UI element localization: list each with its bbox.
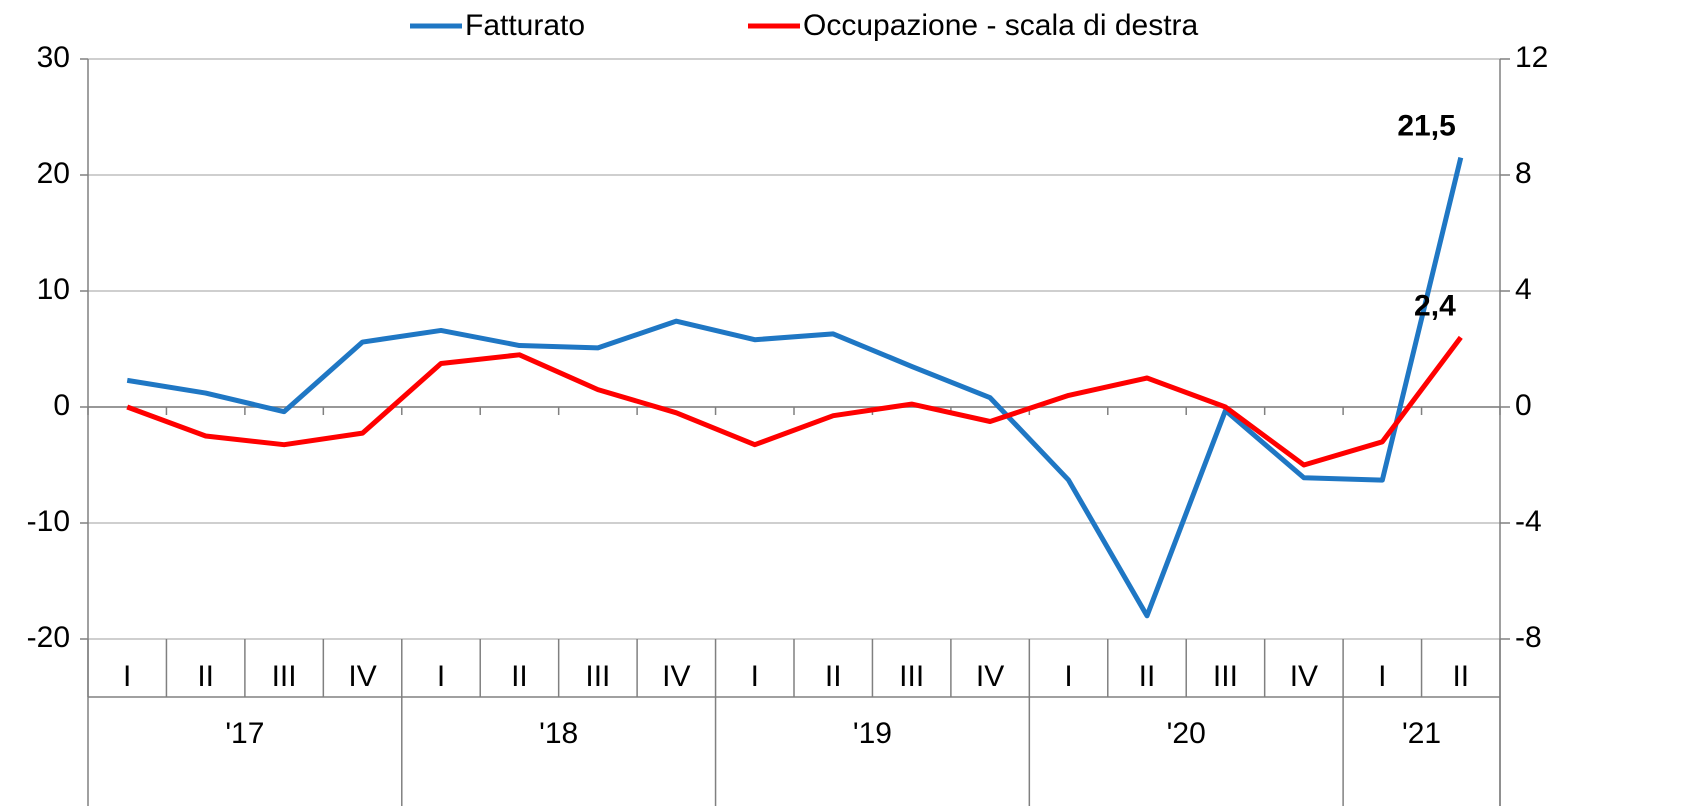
x-tick-label: IV [976,660,1004,693]
legend-label: Fatturato [465,9,585,42]
x-tick-label: IV [348,660,376,693]
x-tick-label: III [272,660,297,693]
data-label: 21,5 [1397,110,1455,143]
x-group-label: '21 [1402,717,1441,750]
y-tick-label: -20 [27,621,70,654]
y2-tick-label: -8 [1515,621,1542,654]
legend-label: Occupazione - scala di destra [803,9,1199,42]
y2-tick-label: 0 [1515,389,1532,422]
y-tick-label: 10 [37,273,70,306]
y2-tick-label: 8 [1515,157,1532,190]
x-tick-label: II [197,660,214,693]
y-tick-label: 30 [37,41,70,74]
y-tick-label: -10 [27,505,70,538]
x-tick-label: I [1378,660,1386,693]
x-group-label: '17 [225,717,264,750]
y-tick-label: 20 [37,157,70,190]
y2-tick-label: -4 [1515,505,1542,538]
y2-tick-label: 4 [1515,273,1532,306]
x-group-label: '19 [853,717,892,750]
x-tick-label: II [1139,660,1156,693]
x-tick-label: I [751,660,759,693]
x-group-label: '18 [539,717,578,750]
x-tick-label: IV [662,660,690,693]
x-group-label: '20 [1167,717,1206,750]
x-tick-label: III [899,660,924,693]
x-tick-label: III [585,660,610,693]
x-tick-label: I [123,660,131,693]
x-tick-label: II [825,660,842,693]
x-tick-label: II [511,660,528,693]
x-tick-label: IV [1290,660,1318,693]
x-tick-label: III [1213,660,1238,693]
series-line [126,335,1463,468]
x-tick-label: I [437,660,445,693]
y-tick-label: 0 [53,389,70,422]
series-line [126,157,1464,619]
x-tick-label: I [1064,660,1072,693]
data-label: 2,4 [1414,289,1456,322]
y2-tick-label: 12 [1515,41,1548,74]
x-tick-label: II [1452,660,1469,693]
